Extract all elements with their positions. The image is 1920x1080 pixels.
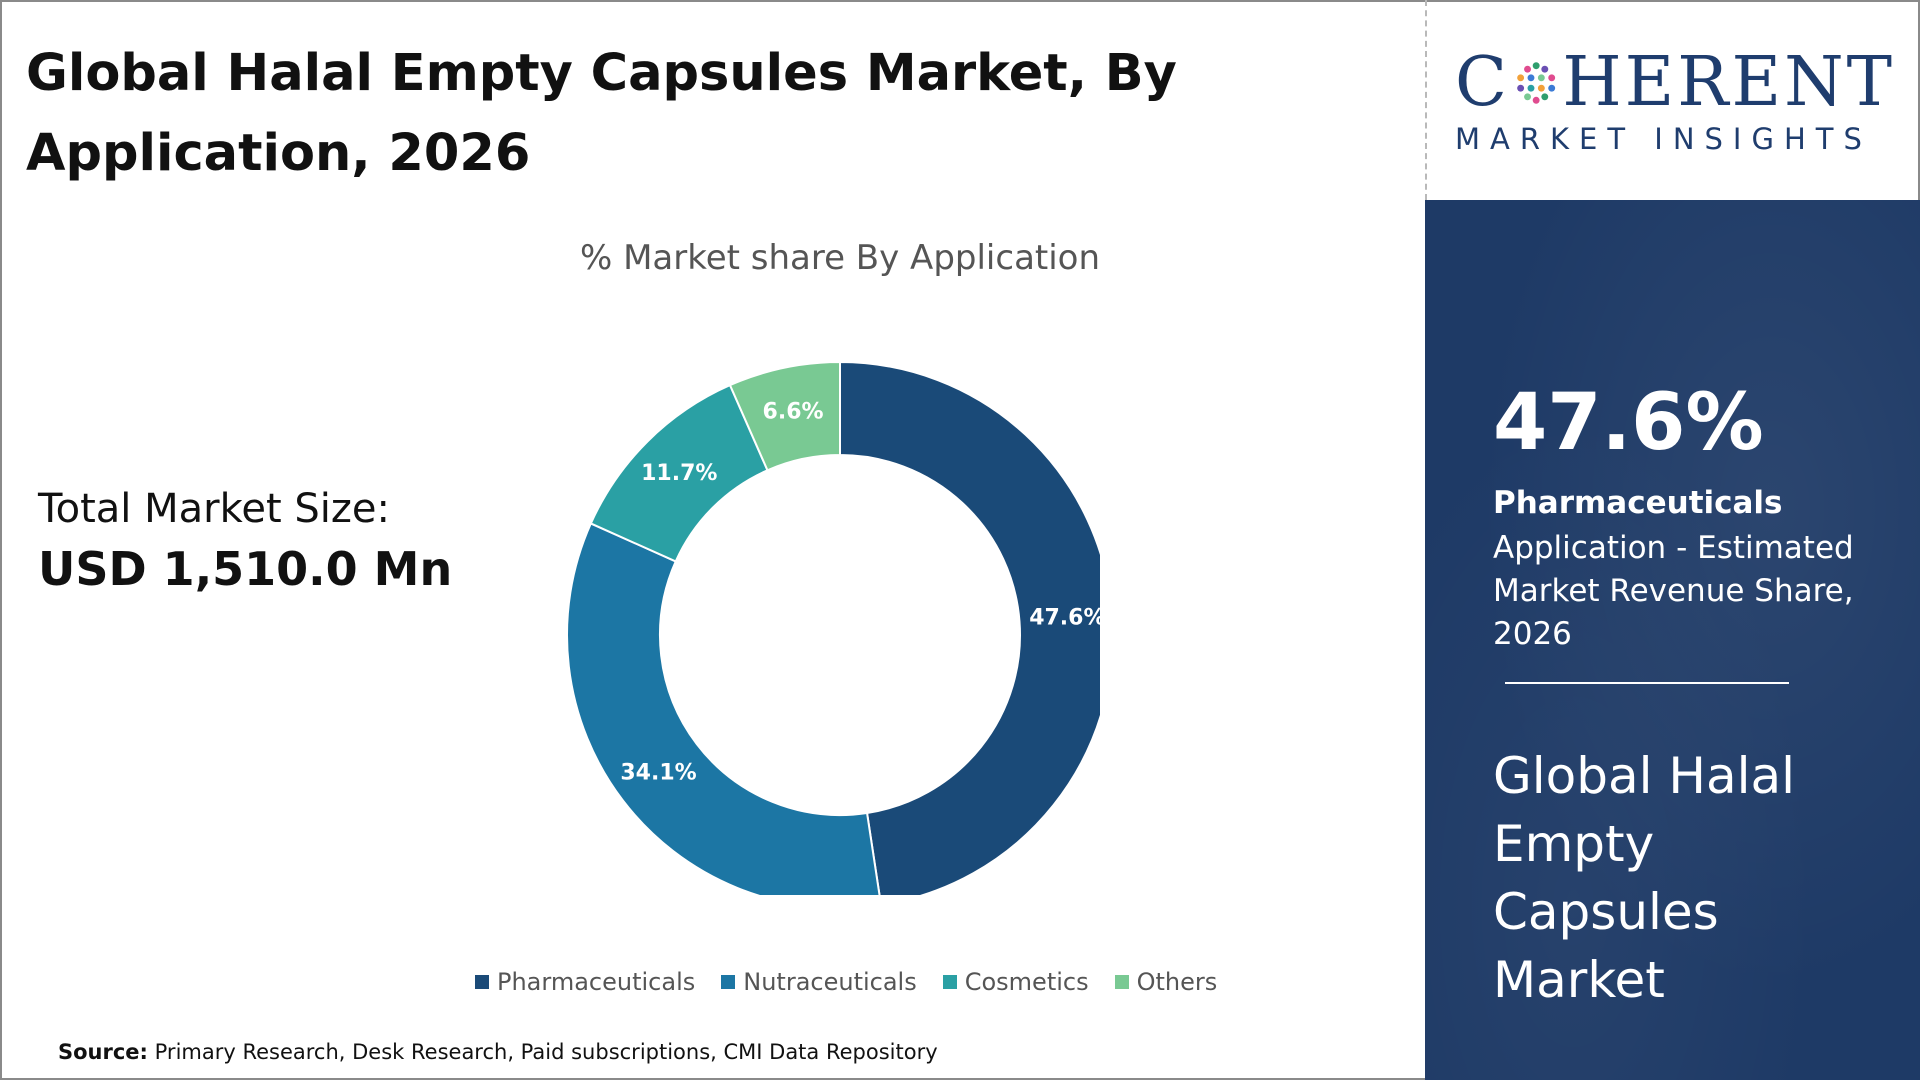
logo-wordmark: C HERENT [1455,46,1895,120]
logo-letters-herent: HERENT [1562,43,1895,122]
legend-item-pharmaceuticals: Pharmaceuticals [475,968,695,996]
donut-slice-nutraceuticals [566,522,881,895]
highlight-panel: 47.6% Pharmaceuticals Application - Esti… [1425,200,1920,1080]
panel-divider [1505,682,1789,684]
logo-tagline: MARKET INSIGHTS [1455,122,1872,156]
legend-item-others: Others [1114,968,1218,996]
header-divider [1425,0,1427,200]
market-name: Global Halal Empty Capsules Market [1493,747,1796,1009]
panel-texture [1425,200,1920,1080]
chart-legend: Pharmaceuticals Nutraceuticals Cosmetics Ot… [475,968,1217,996]
total-market-size-value: USD 1,510.0 Mn [38,542,453,596]
legend-item-nutraceuticals: Nutraceuticals [721,968,917,996]
data-label-others: 6.6% [763,399,824,424]
legend-label-pharmaceuticals: Pharmaceuticals [497,968,696,996]
legend-swatch-cosmetics [942,975,957,989]
source-note: Source: Primary Research, Desk Research,… [58,1040,938,1064]
total-market-size-label: Total Market Size: [38,486,390,532]
data-label-pharmaceuticals: 47.6% [1029,605,1100,630]
source-text: Primary Research, Desk Research, Paid su… [154,1040,938,1064]
legend-swatch-nutraceuticals [721,975,736,989]
data-label-nutraceuticals: 34.1% [620,761,696,786]
highlight-segment-label: Pharmaceuticals [1493,485,1783,521]
donut-chart: 47.6% 34.1% 11.7% 6.6% [566,360,1100,895]
source-prefix: Source: [58,1040,148,1064]
donut-slice-pharmaceuticals [839,360,1100,895]
legend-swatch-pharmaceuticals [475,975,489,989]
legend-label-others: Others [1136,968,1218,996]
logo-letter-c: C [1455,43,1511,122]
legend-swatch-others [1114,975,1129,989]
page-title: Global Halal Empty Capsules Market, By A… [26,44,1177,183]
chart-subtitle: % Market share By Application [579,238,1101,278]
donut-slice-others [728,360,841,472]
legend-item-cosmetics: Cosmetics [942,968,1089,996]
brand-logo: C HERENT MARKET INSIGHTS [1455,46,1895,157]
legend-label-nutraceuticals: Nutraceuticals [743,968,917,996]
globe-icon [1517,62,1556,104]
legend-label-cosmetics: Cosmetics [964,968,1089,996]
data-label-cosmetics: 11.7% [641,461,717,486]
highlight-description: Application - Estimated Market Revenue S… [1493,530,1854,652]
highlight-percent: 47.6% [1493,378,1764,468]
